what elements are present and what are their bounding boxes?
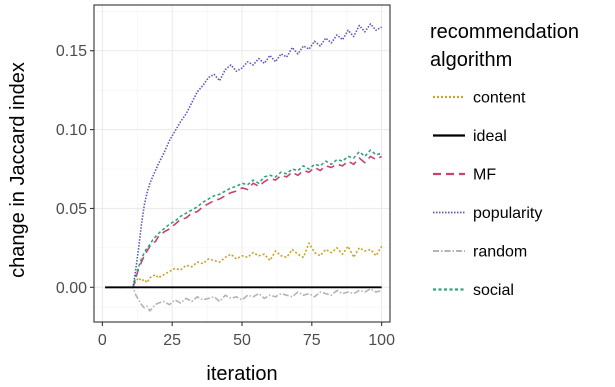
legend-label-social: social xyxy=(473,282,514,299)
x-tick-label: 100 xyxy=(368,332,395,349)
legend-label-popularity: popularity xyxy=(473,205,542,222)
x-tick-label: 75 xyxy=(303,332,321,349)
legend-label-random: random xyxy=(473,244,527,261)
series-lines xyxy=(105,23,383,312)
x-tick-label: 0 xyxy=(98,332,107,349)
legend-label-mf: MF xyxy=(473,167,496,184)
legend-item-mf: MF xyxy=(433,167,496,184)
x-axis: 0 25 50 75 100 xyxy=(98,322,395,349)
legend-item-random: random xyxy=(433,244,527,261)
y-axis: 0.00 0.05 0.10 0.15 xyxy=(56,43,94,297)
legend-title-line-1: recommendation xyxy=(430,21,579,43)
x-tick-label: 25 xyxy=(163,332,181,349)
legend-item-popularity: popularity xyxy=(433,205,542,222)
legend-title-line-2: algorithm xyxy=(430,49,512,71)
legend-label-content: content xyxy=(473,90,526,107)
y-axis-title: change in Jaccard index xyxy=(7,62,29,278)
legend-label-ideal: ideal xyxy=(473,128,507,145)
legend-item-ideal: ideal xyxy=(433,128,507,145)
y-tick-label: 0.15 xyxy=(56,43,87,60)
legend-item-social: social xyxy=(433,282,514,299)
y-tick-label: 0.10 xyxy=(56,122,87,139)
y-tick-label: 0.00 xyxy=(56,280,87,297)
y-tick-label: 0.05 xyxy=(56,201,87,218)
legend: recommendation algorithm content ideal MF p… xyxy=(430,21,579,299)
x-tick-label: 50 xyxy=(233,332,251,349)
legend-item-content: content xyxy=(433,90,526,107)
x-axis-title: iteration xyxy=(206,363,277,385)
series-line-social xyxy=(105,149,382,289)
